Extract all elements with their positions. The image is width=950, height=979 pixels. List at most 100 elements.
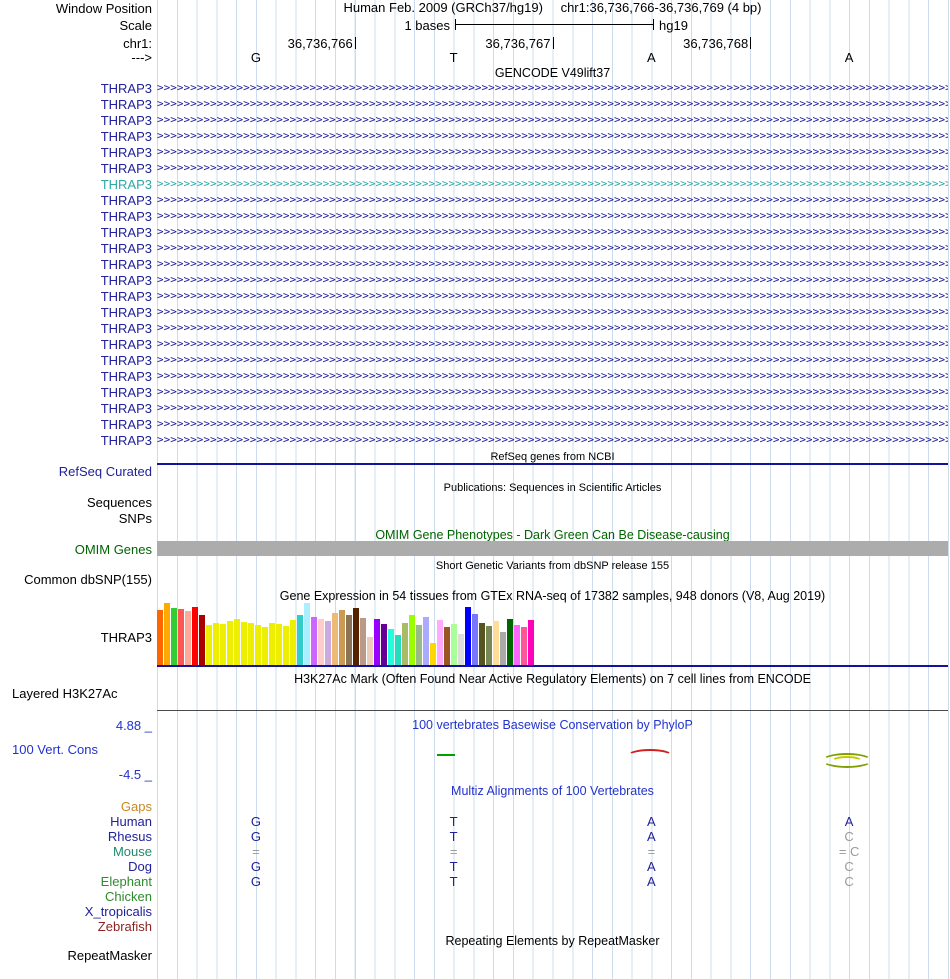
gene-transcript-row[interactable]: >>>>>>>>>>>>>>>>>>>>>>>>>>>>>>>>>>>>>>>>… [157,225,948,238]
multiz-species-label[interactable]: Elephant [100,874,152,889]
omim-gene-bar[interactable] [157,541,948,556]
omim-genes-label[interactable]: OMIM Genes [74,542,152,557]
gtex-tissue-bar[interactable] [178,609,184,665]
gtex-bar-chart[interactable] [157,603,948,665]
gtex-tissue-bar[interactable] [269,623,275,665]
gene-label[interactable]: THRAP3 [100,433,152,448]
gtex-tissue-bar[interactable] [241,622,247,665]
gene-label[interactable]: THRAP3 [100,145,152,160]
gene-label[interactable]: THRAP3 [100,177,152,192]
gene-label[interactable]: THRAP3 [100,417,152,432]
gtex-tissue-bar[interactable] [423,617,429,665]
gene-transcript-row[interactable]: >>>>>>>>>>>>>>>>>>>>>>>>>>>>>>>>>>>>>>>>… [157,81,948,94]
gtex-tissue-bar[interactable] [227,621,233,665]
gtex-tissue-bar[interactable] [318,619,324,665]
gtex-tissue-bar[interactable] [430,643,436,665]
gtex-tissue-bar[interactable] [206,625,212,665]
gtex-tissue-bar[interactable] [521,627,527,665]
gene-label[interactable]: THRAP3 [100,193,152,208]
multiz-species-label[interactable]: Dog [128,859,152,874]
h3k27ac-label[interactable]: Layered H3K27Ac [12,686,118,701]
gene-transcript-row[interactable]: >>>>>>>>>>>>>>>>>>>>>>>>>>>>>>>>>>>>>>>>… [157,113,948,126]
gtex-tissue-bar[interactable] [262,627,268,665]
gtex-tissue-bar[interactable] [276,624,282,665]
gtex-tissue-bar[interactable] [402,623,408,665]
gtex-tissue-bar[interactable] [458,634,464,665]
gene-label[interactable]: THRAP3 [100,209,152,224]
refseq-curated-label[interactable]: RefSeq Curated [58,464,152,479]
gtex-tissue-bar[interactable] [451,624,457,665]
gtex-tissue-bar[interactable] [255,625,261,665]
gene-transcript-row[interactable]: >>>>>>>>>>>>>>>>>>>>>>>>>>>>>>>>>>>>>>>>… [157,289,948,302]
gene-transcript-row[interactable]: >>>>>>>>>>>>>>>>>>>>>>>>>>>>>>>>>>>>>>>>… [157,273,948,286]
refseq-curated-item[interactable] [157,463,948,465]
multiz-species-label[interactable]: Human [110,814,152,829]
gtex-tissue-bar[interactable] [416,625,422,665]
gene-label[interactable]: THRAP3 [100,321,152,336]
gene-label[interactable]: THRAP3 [100,385,152,400]
gene-transcript-row[interactable]: >>>>>>>>>>>>>>>>>>>>>>>>>>>>>>>>>>>>>>>>… [157,369,948,382]
gtex-tissue-bar[interactable] [213,623,219,665]
gtex-tissue-bar[interactable] [171,608,177,665]
gtex-tissue-bar[interactable] [395,635,401,665]
gtex-tissue-bar[interactable] [374,619,380,665]
gtex-tissue-bar[interactable] [465,607,471,665]
gtex-tissue-bar[interactable] [220,624,226,665]
gene-transcript-row[interactable]: >>>>>>>>>>>>>>>>>>>>>>>>>>>>>>>>>>>>>>>>… [157,417,948,430]
gtex-tissue-bar[interactable] [437,620,443,665]
gene-label[interactable]: THRAP3 [100,289,152,304]
gtex-tissue-bar[interactable] [199,615,205,665]
gtex-tissue-bar[interactable] [472,614,478,665]
multiz-species-label[interactable]: X_tropicalis [84,904,152,919]
gtex-tissue-bar[interactable] [346,615,352,665]
gtex-tissue-bar[interactable] [444,627,450,665]
gtex-tissue-bar[interactable] [304,603,310,665]
gtex-tissue-bar[interactable] [248,623,254,665]
gtex-tissue-bar[interactable] [311,617,317,665]
gene-transcript-row[interactable]: >>>>>>>>>>>>>>>>>>>>>>>>>>>>>>>>>>>>>>>>… [157,305,948,318]
gene-label[interactable]: THRAP3 [100,225,152,240]
gtex-tissue-bar[interactable] [332,613,338,665]
gene-transcript-row[interactable]: >>>>>>>>>>>>>>>>>>>>>>>>>>>>>>>>>>>>>>>>… [157,337,948,350]
gene-transcript-row[interactable]: >>>>>>>>>>>>>>>>>>>>>>>>>>>>>>>>>>>>>>>>… [157,321,948,334]
gtex-tissue-bar[interactable] [409,615,415,665]
gtex-tissue-bar[interactable] [297,615,303,665]
phylop-label[interactable]: 100 Vert. Cons [12,742,98,757]
repeatmasker-label[interactable]: RepeatMasker [67,948,152,963]
gtex-tissue-bar[interactable] [486,626,492,665]
publications-sequences-label[interactable]: Sequences [86,495,152,510]
gtex-tissue-bar[interactable] [325,621,331,665]
gene-transcript-row[interactable]: >>>>>>>>>>>>>>>>>>>>>>>>>>>>>>>>>>>>>>>>… [157,145,948,158]
gtex-tissue-bar[interactable] [283,626,289,665]
publications-snps-label[interactable]: SNPs [118,511,152,526]
gene-label[interactable]: THRAP3 [100,273,152,288]
gtex-tissue-bar[interactable] [388,629,394,665]
gene-label[interactable]: THRAP3 [100,161,152,176]
gene-label[interactable]: THRAP3 [100,353,152,368]
gene-label[interactable]: THRAP3 [100,337,152,352]
gtex-tissue-bar[interactable] [360,618,366,665]
gene-transcript-row[interactable]: >>>>>>>>>>>>>>>>>>>>>>>>>>>>>>>>>>>>>>>>… [157,193,948,206]
gene-label[interactable]: THRAP3 [100,129,152,144]
multiz-species-label[interactable]: Mouse [112,844,152,859]
gene-transcript-row[interactable]: >>>>>>>>>>>>>>>>>>>>>>>>>>>>>>>>>>>>>>>>… [157,209,948,222]
gtex-tissue-bar[interactable] [528,620,534,665]
gtex-tissue-bar[interactable] [157,610,163,665]
multiz-species-label[interactable]: Zebrafish [97,919,152,934]
gene-transcript-row[interactable]: >>>>>>>>>>>>>>>>>>>>>>>>>>>>>>>>>>>>>>>>… [157,241,948,254]
gtex-tissue-bar[interactable] [185,611,191,665]
gtex-tissue-bar[interactable] [290,620,296,665]
gtex-tissue-bar[interactable] [493,621,499,665]
gene-transcript-row[interactable]: >>>>>>>>>>>>>>>>>>>>>>>>>>>>>>>>>>>>>>>>… [157,353,948,366]
gene-label[interactable]: THRAP3 [100,305,152,320]
gtex-tissue-bar[interactable] [164,603,170,665]
gene-label[interactable]: THRAP3 [100,113,152,128]
gene-transcript-row[interactable]: >>>>>>>>>>>>>>>>>>>>>>>>>>>>>>>>>>>>>>>>… [157,129,948,142]
gtex-tissue-bar[interactable] [234,619,240,665]
gtex-tissue-bar[interactable] [339,610,345,665]
gene-transcript-row[interactable]: >>>>>>>>>>>>>>>>>>>>>>>>>>>>>>>>>>>>>>>>… [157,97,948,110]
gtex-gene-label[interactable]: THRAP3 [100,630,152,645]
multiz-species-label[interactable]: Chicken [105,889,152,904]
gene-transcript-row[interactable]: >>>>>>>>>>>>>>>>>>>>>>>>>>>>>>>>>>>>>>>>… [157,433,948,446]
gene-transcript-row[interactable]: >>>>>>>>>>>>>>>>>>>>>>>>>>>>>>>>>>>>>>>>… [157,177,948,190]
